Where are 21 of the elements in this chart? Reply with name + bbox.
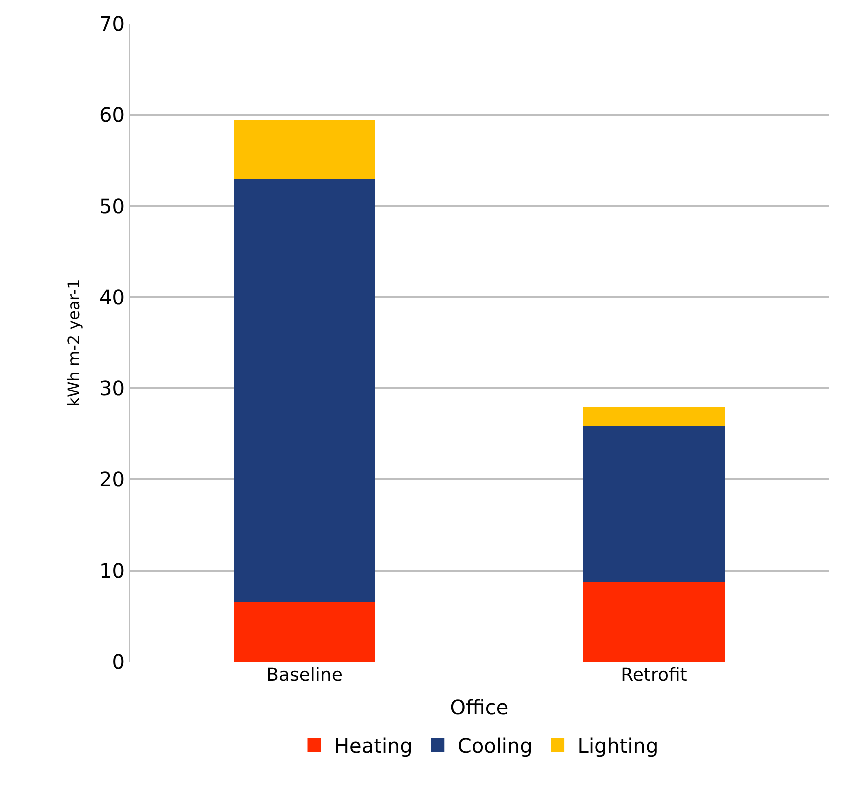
y-axis-title: kWh m-2 year-1 bbox=[64, 279, 84, 407]
y-tick-label: 10 bbox=[100, 558, 125, 583]
y-tick-label: 0 bbox=[112, 650, 125, 674]
y-tick-label: 70 bbox=[100, 12, 125, 36]
x-tick-label: Baseline bbox=[266, 665, 343, 686]
legend-label: Lighting bbox=[578, 734, 659, 758]
bar bbox=[234, 601, 376, 662]
y-tick-label: 60 bbox=[100, 103, 125, 128]
y-tick-label: 20 bbox=[100, 468, 125, 492]
bar bbox=[584, 425, 725, 583]
bar bbox=[234, 178, 376, 603]
bar bbox=[584, 581, 725, 662]
x-axis-title: Office bbox=[450, 696, 509, 720]
legend-label: Cooling bbox=[458, 734, 533, 758]
legend-label: Heating bbox=[334, 734, 413, 758]
y-tick-label: 30 bbox=[100, 376, 125, 401]
x-tick-label: Retrofit bbox=[621, 665, 688, 686]
bar bbox=[234, 120, 376, 180]
bar bbox=[584, 406, 725, 427]
y-tick-label: 50 bbox=[100, 194, 125, 218]
y-tick-label: 40 bbox=[100, 285, 125, 310]
